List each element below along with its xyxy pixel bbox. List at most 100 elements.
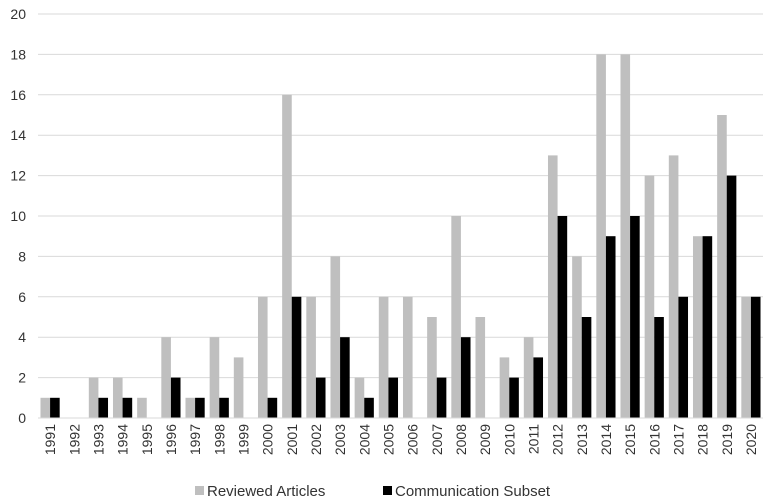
bar-communication-subset: [388, 377, 399, 418]
x-tick-label: 2002: [308, 424, 324, 455]
bar-communication-subset: [678, 296, 689, 418]
bar-communication-subset: [702, 236, 713, 418]
x-tick-label: 2009: [477, 424, 493, 455]
legend-label-communication-subset: Communication Subset: [395, 483, 551, 500]
bar-communication-subset: [726, 175, 737, 418]
x-tick-label: 2016: [646, 424, 662, 455]
y-tick-label: 6: [18, 289, 26, 305]
x-tick-label: 2012: [550, 424, 566, 455]
x-tick-label: 2020: [743, 424, 759, 455]
bar-communication-subset: [460, 337, 471, 418]
x-tick-label: 1999: [235, 424, 251, 455]
bar-reviewed-articles: [523, 337, 534, 418]
bar-communication-subset: [533, 357, 544, 418]
y-tick-label: 20: [10, 6, 26, 22]
x-tick-label: 1994: [115, 424, 131, 455]
bar-reviewed-articles: [427, 317, 437, 418]
bar-reviewed-articles: [741, 296, 751, 418]
bar-communication-subset: [364, 397, 374, 418]
y-tick-label: 14: [10, 127, 26, 143]
bar-communication-subset: [605, 236, 616, 418]
bar-reviewed-articles: [692, 236, 703, 418]
x-tick-label: 2010: [501, 424, 517, 455]
bar-communication-subset: [195, 397, 205, 418]
bar-reviewed-articles: [330, 256, 341, 418]
x-tick-label: 2019: [719, 424, 735, 455]
x-tick-label: 1998: [211, 424, 227, 455]
bar-communication-subset: [170, 377, 181, 418]
bar-communication-subset: [557, 216, 568, 418]
bar-reviewed-articles: [644, 175, 655, 418]
y-axis-ticks: 0 2 4 6 8 10 12 14 16 18 20: [10, 6, 26, 426]
bar-reviewed-articles: [717, 115, 727, 418]
bar-communication-subset: [436, 377, 447, 418]
bar-reviewed-articles: [88, 377, 99, 418]
bar-reviewed-articles: [306, 296, 316, 418]
x-tick-label: 2018: [695, 424, 711, 455]
bar-communication-subset: [267, 397, 278, 418]
bar-reviewed-articles: [620, 54, 631, 419]
bar-reviewed-articles: [112, 377, 123, 418]
bar-communication-subset: [291, 296, 302, 418]
x-tick-label: 1991: [42, 424, 58, 455]
bar-reviewed-articles: [402, 296, 413, 418]
bar-reviewed-articles: [354, 377, 365, 418]
gridlines: [38, 13, 763, 379]
x-tick-label: 2001: [284, 424, 300, 455]
bar-communication-subset: [630, 216, 640, 418]
x-axis-ticks: 1991 1992 1993 1994 1995 1996 1997 1998 1999 2000…: [42, 424, 759, 455]
x-tick-label: 1996: [163, 424, 179, 455]
x-tick-label: 1992: [66, 424, 82, 455]
bar-communication-subset: [219, 397, 229, 418]
bar-reviewed-articles: [282, 94, 292, 419]
bar-reviewed-articles: [547, 155, 558, 418]
bar-reviewed-articles: [378, 296, 389, 418]
bar-communication-subset: [50, 397, 60, 418]
x-tick-label: 2003: [332, 424, 348, 455]
bar-communication-subset: [581, 317, 592, 418]
bar-communication-subset: [340, 337, 350, 418]
bar-reviewed-articles: [451, 216, 461, 418]
bar-communication-subset: [654, 317, 664, 418]
x-tick-label: 1997: [187, 424, 203, 455]
bar-communication-subset: [315, 377, 326, 418]
y-tick-label: 12: [10, 168, 26, 184]
bar-reviewed-articles: [185, 397, 196, 418]
bar-communication-subset: [98, 397, 109, 418]
legend-label-reviewed-articles: Reviewed Articles: [207, 483, 325, 500]
legend-swatch-communication-subset: [383, 486, 392, 495]
y-tick-label: 8: [18, 248, 26, 264]
y-tick-label: 2: [18, 370, 26, 386]
bar-reviewed-articles: [257, 296, 268, 418]
bar-reviewed-articles: [668, 155, 679, 418]
legend-swatch-reviewed-articles: [195, 486, 204, 495]
bar-reviewed-articles: [475, 317, 486, 418]
bar-communication-subset: [122, 397, 133, 418]
x-tick-label: 2000: [260, 424, 276, 455]
y-tick-label: 0: [18, 410, 26, 426]
bar-communication-subset: [509, 377, 519, 418]
legend: Reviewed Articles Communication Subset: [195, 483, 551, 500]
bar-reviewed-articles: [40, 397, 51, 418]
x-tick-label: 2017: [670, 424, 686, 455]
x-tick-label: 2013: [574, 424, 590, 455]
bar-reviewed-articles: [572, 256, 582, 418]
x-tick-label: 2004: [356, 424, 372, 455]
x-tick-label: 1995: [139, 424, 155, 455]
x-tick-label: 2005: [380, 424, 396, 455]
y-tick-label: 18: [10, 46, 26, 62]
x-tick-label: 1993: [90, 424, 106, 455]
bar-reviewed-articles: [209, 337, 220, 418]
bar-communication-subset: [750, 296, 761, 418]
x-tick-label: 2008: [453, 424, 469, 455]
y-tick-label: 10: [10, 208, 26, 224]
x-tick-label: 2007: [429, 424, 445, 455]
x-tick-label: 2014: [598, 424, 614, 455]
bar-reviewed-articles: [499, 357, 510, 418]
x-tick-label: 2006: [405, 424, 421, 455]
bar-reviewed-articles: [161, 337, 171, 418]
x-tick-label: 2015: [622, 424, 638, 455]
bars: [40, 54, 761, 419]
